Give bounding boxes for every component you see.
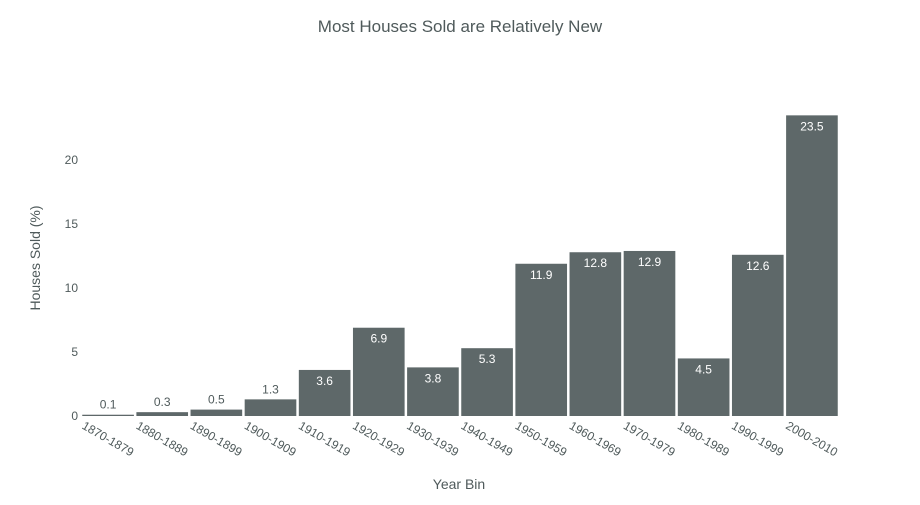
x-tick-label: 1990-1999 xyxy=(729,418,786,459)
bar-1870-1879[interactable] xyxy=(82,414,134,416)
bar-1970-1979[interactable] xyxy=(623,250,676,416)
bar-value-label: 23.5 xyxy=(800,119,824,133)
bar-value-label: 6.9 xyxy=(370,332,387,346)
bar-1990-1999[interactable] xyxy=(731,254,784,416)
x-tick-label: 1910-1919 xyxy=(296,418,353,459)
y-tick-label: 20 xyxy=(65,153,79,167)
bar-value-label: 0.1 xyxy=(100,398,117,412)
bar-value-label: 12.9 xyxy=(638,255,662,269)
y-tick-label: 0 xyxy=(71,409,78,423)
y-tick-label: 10 xyxy=(65,281,79,295)
bar-value-label: 1.3 xyxy=(262,382,279,396)
bar-labels-group: 0.1 0.3 0.5 1.3 3.6 6.9 3.8 5.3 11.9 12.8 12.9 4.5 1… xyxy=(100,119,824,411)
x-tick-label: 2000-2010 xyxy=(783,418,840,459)
bar-1920-1929[interactable] xyxy=(352,327,405,416)
x-tick-label: 1870-1879 xyxy=(80,418,137,459)
x-axis-label: Year Bin xyxy=(433,476,485,492)
bar-value-label: 5.3 xyxy=(479,352,496,366)
bar-value-label: 3.8 xyxy=(425,371,442,385)
x-tick-label: 1890-1899 xyxy=(188,418,245,459)
y-tick-label: 15 xyxy=(65,217,79,231)
x-tick-label: 1960-1969 xyxy=(567,418,624,459)
bar-value-label: 11.9 xyxy=(530,268,553,282)
bar-value-label: 0.3 xyxy=(154,395,171,409)
bar-1940-1949[interactable] xyxy=(461,348,513,416)
bar-value-label: 3.6 xyxy=(316,374,333,388)
bars-group xyxy=(82,115,838,416)
x-tick-label: 1900-1909 xyxy=(242,418,299,459)
x-tick-label: 1940-1949 xyxy=(459,418,516,459)
chart-title: Most Houses Sold are Relatively New xyxy=(318,17,603,36)
bar-value-label: 12.8 xyxy=(584,256,608,270)
x-tick-label: 1920-1929 xyxy=(350,418,407,459)
bar-value-label: 0.5 xyxy=(208,393,225,407)
x-axis-ticks: 1870-18791880-18891890-18991900-19091910… xyxy=(80,418,841,459)
bar-1890-1899[interactable] xyxy=(190,409,243,416)
x-tick-label: 1930-1939 xyxy=(404,418,461,459)
bar-1980-1989[interactable] xyxy=(677,358,730,416)
bar-value-label: 4.5 xyxy=(695,362,712,376)
bar-1950-1959[interactable] xyxy=(515,263,568,416)
x-tick-label: 1880-1889 xyxy=(134,418,191,459)
x-tick-label: 1970-1979 xyxy=(621,418,678,459)
y-axis-label: Houses Sold (%) xyxy=(27,205,43,310)
x-tick-label: 1950-1959 xyxy=(513,418,570,459)
bar-1960-1969[interactable] xyxy=(569,252,622,416)
y-tick-label: 5 xyxy=(71,345,78,359)
x-tick-label: 1980-1989 xyxy=(675,418,732,459)
bar-value-label: 12.6 xyxy=(746,259,770,273)
bar-1930-1939[interactable] xyxy=(407,367,459,416)
bar-1900-1909[interactable] xyxy=(244,399,297,416)
bar-1910-1919[interactable] xyxy=(298,369,351,416)
bar-2000-2010[interactable] xyxy=(786,115,838,416)
bar-1880-1889[interactable] xyxy=(136,412,189,416)
y-axis-ticks: 0 5 10 15 20 xyxy=(65,153,79,423)
